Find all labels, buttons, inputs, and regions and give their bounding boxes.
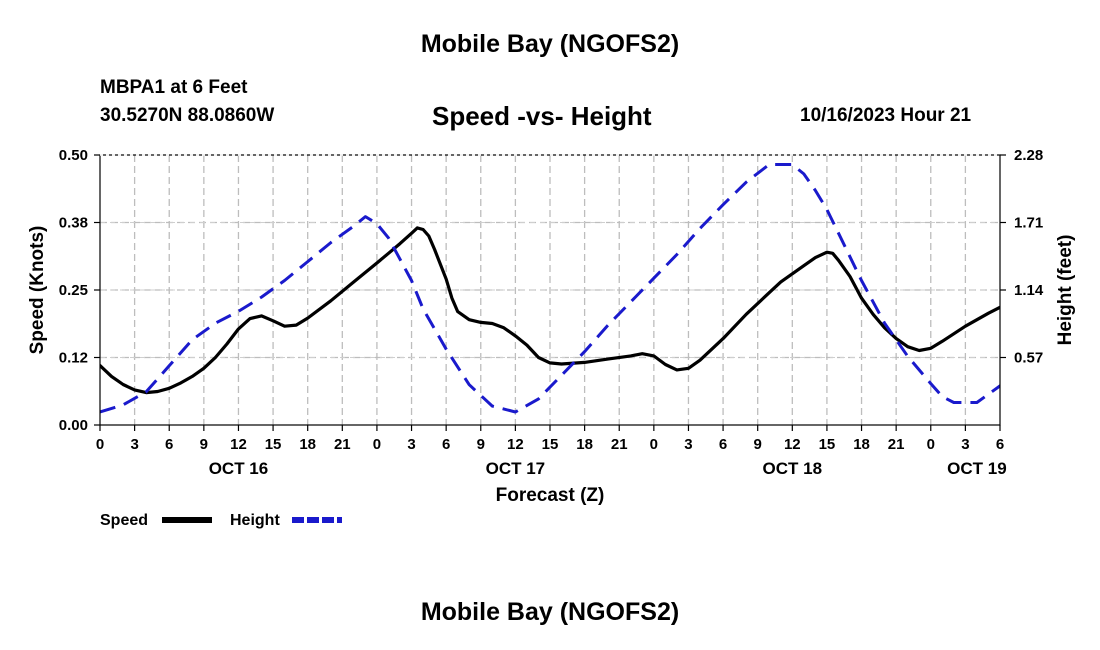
x-tick-label: 0: [927, 436, 935, 453]
x-tick-label: 18: [299, 436, 316, 453]
coordinates-label: 30.5270N 88.0860W: [100, 105, 275, 126]
date-label: OCT 18: [763, 459, 823, 478]
right-tick-label: 2.28: [1014, 147, 1043, 164]
axes: 0 3 6 9 12 15 18 21 0 3 6 9 12 15 18 21 0 3 6 9 12 15 18 21 0 3 6 0…: [59, 147, 1044, 478]
left-axis-label: Speed (Knots): [27, 226, 48, 355]
x-tick-label: 3: [961, 436, 969, 453]
height-line: [100, 163, 1000, 414]
right-tick-label: 0.57: [1014, 350, 1043, 367]
x-tick-label: 12: [784, 436, 801, 453]
x-tick-label: 21: [611, 436, 628, 453]
x-tick-label: 3: [407, 436, 415, 453]
station-label: MBPA1 at 6 Feet: [100, 77, 248, 98]
footer-title: Mobile Bay (NGOFS2): [420, 598, 680, 626]
x-tick-label: 21: [888, 436, 905, 453]
left-tick-label: 0.12: [59, 350, 88, 367]
x-tick-label: 12: [230, 436, 247, 453]
x-tick-label: 9: [754, 436, 762, 453]
date-label: OCT 17: [486, 459, 546, 478]
x-tick-label: 0: [373, 436, 381, 453]
left-tick-label: 0.38: [59, 215, 88, 232]
x-tick-label: 9: [200, 436, 208, 453]
legend-label-height: Height: [230, 512, 280, 529]
date-label: OCT 19: [947, 459, 1007, 478]
x-tick-label: 6: [719, 436, 727, 453]
x-axis-label: Forecast (Z): [496, 485, 605, 506]
x-tick-label: 6: [165, 436, 173, 453]
x-tick-label: 15: [819, 436, 836, 453]
x-tick-label: 18: [576, 436, 593, 453]
legend-label-speed: Speed: [100, 512, 148, 529]
speed-line: [100, 226, 1000, 395]
right-tick-label: 1.71: [1014, 215, 1043, 232]
left-tick-label: 0.00: [59, 417, 88, 434]
x-tick-label: 0: [96, 436, 104, 453]
chart-title: Speed -vs- Height: [432, 101, 652, 131]
x-tick-label: 18: [853, 436, 870, 453]
grid: [100, 155, 1000, 425]
left-tick-label: 0.50: [59, 147, 88, 164]
x-tick-label: 15: [542, 436, 559, 453]
x-tick-label: 6: [442, 436, 450, 453]
x-tick-label: 0: [650, 436, 658, 453]
x-tick-label: 3: [684, 436, 692, 453]
right-axis-label: Height (feet): [1055, 235, 1076, 346]
page-title: Mobile Bay (NGOFS2): [420, 30, 680, 58]
forecast-time-label: 10/16/2023 Hour 21: [800, 105, 972, 126]
date-label: OCT 16: [209, 459, 269, 478]
x-tick-label: 3: [130, 436, 138, 453]
right-tick-label: 1.14: [1014, 282, 1044, 299]
x-tick-label: 21: [334, 436, 351, 453]
x-tick-label: 9: [477, 436, 485, 453]
legend: Speed Height: [100, 512, 342, 529]
x-tick-label: 15: [265, 436, 282, 453]
series-layer: [100, 163, 1000, 414]
x-tick-label: 12: [507, 436, 524, 453]
left-tick-label: 0.25: [59, 282, 88, 299]
x-tick-label: 6: [996, 436, 1004, 453]
